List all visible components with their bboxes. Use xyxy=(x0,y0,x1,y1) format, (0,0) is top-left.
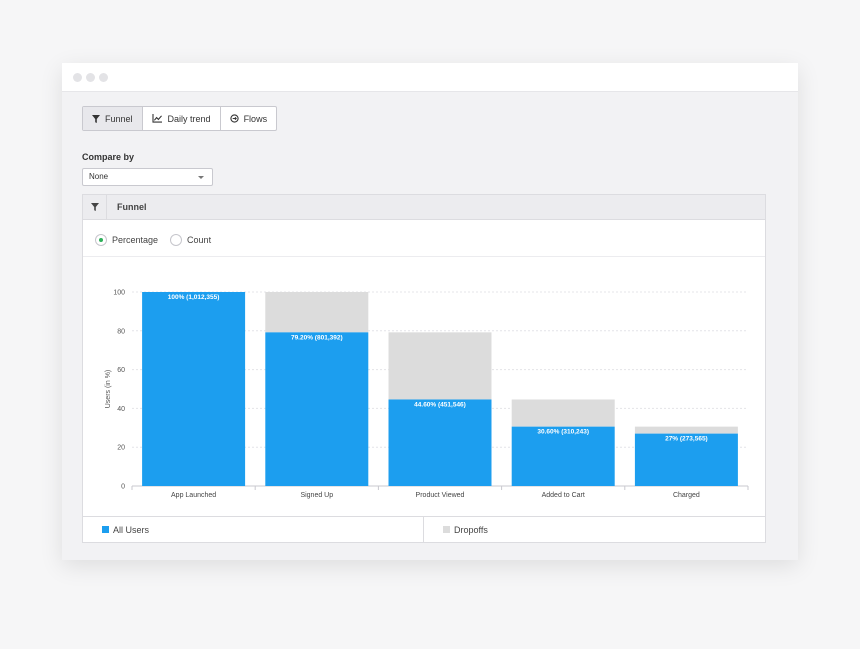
radio-percentage-circle[interactable] xyxy=(95,234,107,246)
funnel-icon xyxy=(92,114,100,123)
x-tick-label: App Launched xyxy=(171,492,216,499)
window-titlebar xyxy=(62,63,798,92)
y-tick-label: 0 xyxy=(121,484,125,491)
view-tabs: Funnel Daily trend Flows xyxy=(82,106,278,131)
tab-flows[interactable]: Flows xyxy=(221,107,277,130)
bar-dropoff xyxy=(511,399,615,427)
y-axis-label: Users (in %) xyxy=(105,370,112,409)
x-tick-label: Product Viewed xyxy=(416,492,465,499)
y-tick-label: 40 xyxy=(117,406,125,413)
x-tick-label: Added to Cart xyxy=(542,492,585,499)
legend-swatch-all-users xyxy=(102,526,109,533)
bar-dropoff xyxy=(388,332,492,400)
compare-by-label: Compare by xyxy=(82,152,135,162)
tab-funnel[interactable]: Funnel xyxy=(83,107,143,130)
y-tick-label: 20 xyxy=(117,445,125,452)
y-tick-label: 100 xyxy=(113,290,125,297)
chart-legend: All Users Dropoffs xyxy=(83,516,765,542)
y-tick-label: 80 xyxy=(117,328,125,335)
app-window: Funnel Daily trend Flows Compare by None… xyxy=(62,63,798,560)
bar-data-label: 100% (1,012,355) xyxy=(168,294,220,301)
tab-daily-trend[interactable]: Daily trend xyxy=(143,107,221,130)
window-dot-close[interactable] xyxy=(73,73,82,82)
flows-icon xyxy=(229,114,239,123)
bar-dropoff xyxy=(265,292,369,333)
radio-count-label: Count xyxy=(187,235,212,245)
bar-data-label: 30.60% (310,243) xyxy=(537,429,589,436)
funnel-icon xyxy=(90,203,99,211)
divider xyxy=(83,256,765,257)
window-dot-maximize[interactable] xyxy=(99,73,108,82)
compare-by-select[interactable]: None xyxy=(82,168,213,186)
bar-all-users xyxy=(511,426,615,486)
radio-percentage-label: Percentage xyxy=(112,235,159,245)
panel-header: Funnel xyxy=(83,195,765,220)
legend-item-all-users[interactable]: All Users xyxy=(83,517,424,542)
mode-toggle: Percentage Count xyxy=(95,234,223,246)
x-tick-label: Charged xyxy=(673,492,700,499)
compare-by-value: None xyxy=(89,172,109,181)
bar-data-label: 44.60% (451,546) xyxy=(414,401,466,408)
radio-count[interactable]: Count xyxy=(170,234,211,246)
panel-icon-box xyxy=(83,195,107,219)
chevron-down-icon xyxy=(198,176,204,179)
trend-chart-icon xyxy=(151,114,162,123)
bar-all-users xyxy=(142,292,246,486)
funnel-panel: Funnel Percentage Count 0 20 40 60 80 100 User… xyxy=(82,194,766,543)
bar-dropoff xyxy=(634,426,738,434)
bar-all-users xyxy=(634,433,738,486)
bar-data-label: 79.20% (801,392) xyxy=(291,334,343,341)
legend-label-all-users: All Users xyxy=(113,524,150,535)
legend-item-dropoffs[interactable]: Dropoffs xyxy=(424,517,765,542)
tab-funnel-label: Funnel xyxy=(105,113,133,124)
panel-title: Funnel xyxy=(117,202,147,212)
legend-label-dropoffs: Dropoffs xyxy=(454,524,488,535)
x-tick-label: Signed Up xyxy=(300,492,333,499)
tab-flows-label: Flows xyxy=(243,113,268,124)
radio-percentage[interactable]: Percentage xyxy=(95,234,158,246)
window-dot-minimize[interactable] xyxy=(86,73,95,82)
radio-count-circle[interactable] xyxy=(170,234,183,246)
funnel-chart: 0 20 40 60 80 100 Users (in %) 100% (1,012,355)… xyxy=(105,290,749,499)
bar-all-users xyxy=(388,399,492,486)
y-tick-label: 60 xyxy=(117,367,125,374)
tab-daily-trend-label: Daily trend xyxy=(167,113,211,124)
bar-all-users xyxy=(265,332,369,486)
legend-swatch-dropoffs xyxy=(443,526,450,533)
bar-data-label: 27% (273,565) xyxy=(665,436,708,443)
